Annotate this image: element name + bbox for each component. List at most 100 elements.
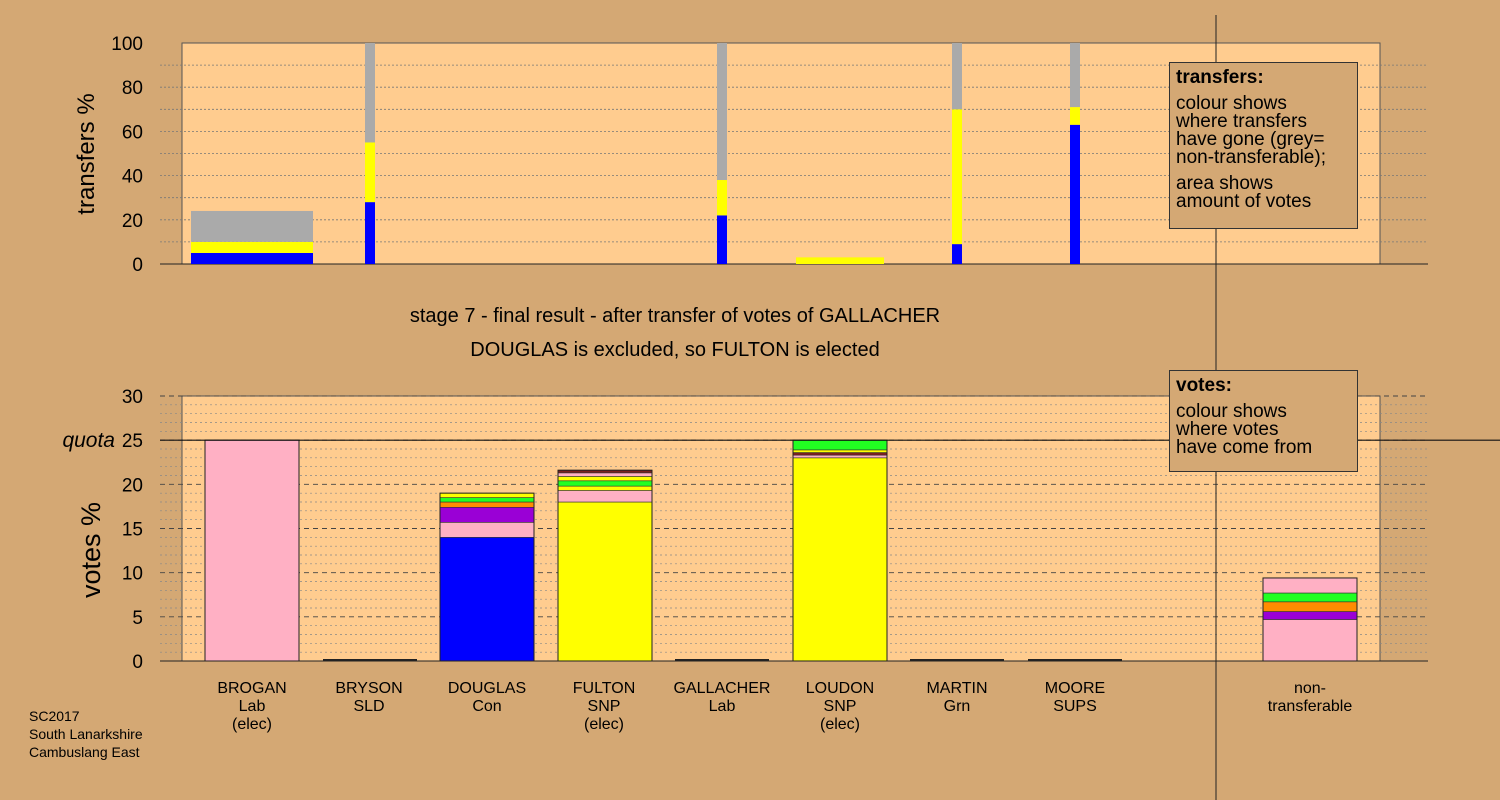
vote-bar-segment	[557, 485, 653, 491]
transfers-legend-text-1: colour shows where transfers have gone (…	[1176, 93, 1326, 168]
transfer-bar-segment	[191, 210, 313, 242]
y-axis-label: transfers %	[73, 93, 100, 214]
y-tick-label: 80	[122, 78, 143, 99]
stage-subtitle: DOUGLAS is excluded, so FULTON is electe…	[470, 339, 880, 361]
candidate-label-gallacher: GALLACHER Lab	[667, 680, 777, 716]
y-tick-label: 20	[122, 211, 143, 232]
vote-bar-outline	[439, 492, 535, 662]
vote-bar-segment	[1262, 619, 1358, 662]
transfer-bar-segment	[365, 142, 375, 203]
candidate-status: (elec)	[583, 716, 624, 733]
candidate-name: FULTON	[572, 680, 636, 697]
transfer-bar-segment	[952, 244, 962, 264]
vote-bar-segment	[792, 452, 888, 456]
y-tick-label: 5	[132, 608, 143, 629]
candidate-name: BROGAN	[217, 680, 287, 697]
candidate-label-brogan: BROGAN Lab (elec)	[197, 680, 307, 734]
vote-bar-outline	[557, 469, 653, 662]
y-tick-label: 10	[122, 564, 143, 585]
transfer-bar-segment	[952, 43, 962, 110]
candidate-name: MARTIN	[926, 680, 988, 697]
nontransferable-line-2: transferable	[1267, 698, 1353, 715]
vote-bar-segment	[439, 492, 535, 498]
transfer-bar-segment	[1070, 107, 1080, 125]
candidate-label-bryson: BRYSON SLD	[314, 680, 424, 716]
vote-bar-segment	[439, 537, 535, 662]
vote-bar-segment	[557, 476, 653, 482]
vote-bar-segment	[792, 449, 888, 453]
candidate-label-nontransferable: non- transferable	[1255, 680, 1365, 716]
candidate-name: MOORE	[1044, 680, 1106, 697]
vote-bar-segment	[439, 497, 535, 503]
candidate-status: (elec)	[231, 716, 272, 733]
vote-bar-segment	[557, 480, 653, 487]
nontransferable-line-1: non-	[1293, 680, 1327, 697]
votes-legend: votes: colour shows where votes have com…	[1169, 370, 1358, 472]
council-name: South Lanarkshire	[29, 726, 143, 742]
stage-title: stage 7 - final result - after transfer …	[409, 305, 941, 327]
vote-bar-segment	[792, 439, 888, 451]
vote-bar-segment	[557, 472, 653, 477]
candidate-name: LOUDON	[805, 680, 875, 697]
constituency-label: SC2017 South Lanarkshire Cambuslang East	[29, 707, 143, 761]
transfer-bar-segment	[365, 202, 375, 264]
votes-legend-heading: votes:	[1176, 375, 1232, 396]
candidate-party: Grn	[943, 698, 971, 715]
candidate-name: DOUGLAS	[447, 680, 527, 697]
y-tick-label: 20	[122, 475, 143, 496]
candidate-label-fulton: FULTON SNP (elec)	[549, 680, 659, 734]
vote-bar-segment	[204, 439, 300, 662]
candidate-party: Lab	[708, 698, 736, 715]
vote-bar-segment	[439, 501, 535, 508]
vote-bar-segment	[1262, 577, 1358, 594]
candidate-party: SUPS	[1053, 698, 1097, 715]
candidate-label-douglas: DOUGLAS Con	[432, 680, 542, 716]
transfer-bar-segment	[952, 109, 962, 245]
transfer-bar-segment	[365, 43, 375, 143]
y-tick-label: 40	[122, 167, 143, 188]
vote-bar-segment	[1262, 601, 1358, 612]
y-tick-label: 25	[122, 431, 143, 452]
candidate-label-loudon: LOUDON SNP (elec)	[785, 680, 895, 734]
transfer-bar-segment	[191, 252, 313, 264]
vote-bar-segment	[792, 457, 888, 662]
transfer-bar-segment	[717, 215, 727, 264]
votes-legend-text: colour shows where votes have come from	[1176, 401, 1313, 458]
vote-bar-segment	[1262, 611, 1358, 620]
y-tick-label: 0	[132, 255, 143, 276]
vote-bar-segment	[792, 454, 888, 459]
candidate-party: SLD	[353, 698, 385, 715]
candidate-party: SNP	[587, 698, 621, 715]
candidate-label-martin: MARTIN Grn	[902, 680, 1012, 716]
transfer-bar-segment	[717, 43, 727, 181]
vote-bar-segment	[1262, 592, 1358, 603]
y-tick-label: 0	[132, 652, 143, 673]
candidate-party: Lab	[238, 698, 266, 715]
y-tick-label: 30	[122, 387, 143, 408]
vote-bar-segment	[557, 490, 653, 503]
y-tick-label: 15	[122, 520, 143, 541]
candidate-name: GALLACHER	[673, 680, 771, 697]
transfer-bar-segment	[717, 180, 727, 216]
quota-label: quota	[62, 429, 115, 452]
election-code: SC2017	[29, 708, 80, 724]
vote-bar-segment	[439, 506, 535, 523]
transfer-bar-segment	[191, 241, 313, 253]
candidate-label-moore: MOORE SUPS	[1020, 680, 1130, 716]
y-tick-label: 100	[111, 34, 143, 55]
y-axis-label: votes %	[76, 502, 106, 598]
candidate-name: BRYSON	[335, 680, 403, 697]
candidate-status: (elec)	[819, 716, 860, 733]
vote-bar-segment	[439, 522, 535, 538]
transfer-bar-segment	[1070, 43, 1080, 108]
transfers-legend-heading: transfers:	[1176, 67, 1264, 88]
vote-bar-segment	[557, 501, 653, 662]
vote-bar-outline	[1262, 577, 1358, 662]
transfer-bar-segment	[796, 257, 884, 264]
ward-name: Cambuslang East	[29, 744, 140, 760]
transfers-legend-text-2: area shows amount of votes	[1176, 173, 1312, 212]
y-tick-label: 60	[122, 122, 143, 143]
transfers-legend: transfers: colour shows where transfers …	[1169, 62, 1358, 229]
transfer-bar-segment	[1070, 124, 1080, 265]
candidate-party: SNP	[823, 698, 857, 715]
